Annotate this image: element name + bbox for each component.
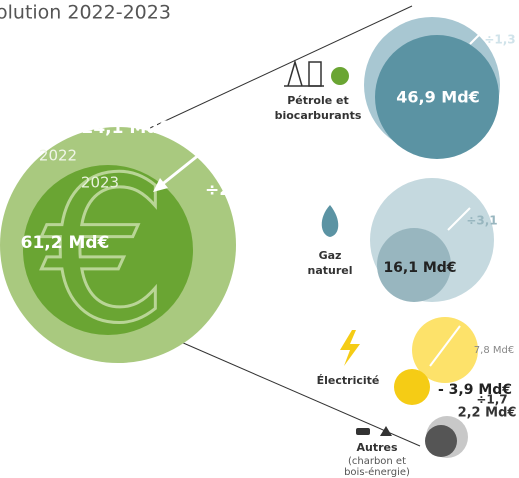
- ratio: ÷2: [205, 180, 231, 200]
- label: naturel: [308, 264, 353, 277]
- circle-2023: [375, 35, 499, 159]
- circle-2023: [377, 228, 451, 302]
- arrow: [469, 21, 493, 45]
- circle-2023: [394, 369, 430, 405]
- circle-2023: [425, 425, 457, 457]
- connector: [157, 331, 421, 447]
- value: 2,2 Md€: [458, 406, 517, 421]
- value: - 3,9 Md€: [438, 382, 512, 398]
- arrow: [447, 207, 471, 231]
- label: biocarburants: [275, 109, 362, 122]
- arrow-head: [153, 178, 168, 192]
- connector: [149, 5, 413, 129]
- label: Gaz: [319, 249, 342, 262]
- arrow: [159, 140, 216, 188]
- euro-icon: €: [41, 135, 168, 368]
- arrow: [429, 325, 461, 367]
- ratio: ÷3,1: [466, 214, 497, 228]
- label: Autres: [356, 441, 397, 454]
- value: 46,9 Md€: [396, 88, 480, 107]
- year-2023: 2023: [81, 174, 119, 192]
- year-2022: 2022: [39, 147, 77, 165]
- value-2022: 124,1 Md€: [70, 118, 171, 138]
- title: olution 2022-2023: [0, 2, 171, 24]
- value: 16,1 Md€: [383, 260, 456, 276]
- oil-icon: [284, 59, 349, 87]
- sublabel: bois-énergie): [344, 466, 410, 478]
- ratio: ÷1,7: [476, 393, 507, 407]
- sublabel: (charbon et: [348, 456, 406, 467]
- coal-wood-icon: [356, 426, 392, 436]
- circle-2022: [412, 317, 478, 383]
- circle-2023: [23, 165, 193, 335]
- label: Électricité: [317, 374, 380, 387]
- flame-icon: [321, 205, 339, 237]
- ratio: ÷1,3: [484, 33, 515, 47]
- bolt-icon: [340, 330, 360, 366]
- value-2023: 61,2 Md€: [21, 233, 110, 253]
- label: Pétrole et: [287, 94, 349, 107]
- value-2022: 7,8 Md€: [474, 345, 514, 356]
